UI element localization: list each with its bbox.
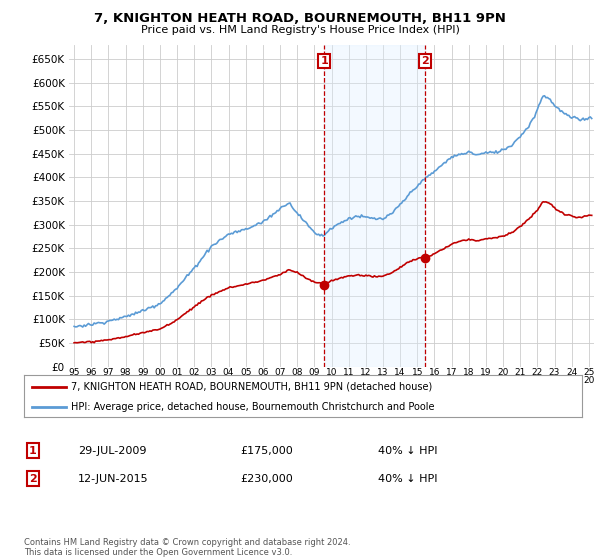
Text: 7, KNIGHTON HEATH ROAD, BOURNEMOUTH, BH11 9PN: 7, KNIGHTON HEATH ROAD, BOURNEMOUTH, BH1… (94, 12, 506, 25)
Text: 1: 1 (29, 446, 37, 456)
Text: £230,000: £230,000 (240, 474, 293, 484)
Text: 12-JUN-2015: 12-JUN-2015 (78, 474, 149, 484)
Text: Price paid vs. HM Land Registry's House Price Index (HPI): Price paid vs. HM Land Registry's House … (140, 25, 460, 35)
Text: 40% ↓ HPI: 40% ↓ HPI (378, 446, 437, 456)
Text: 2: 2 (29, 474, 37, 484)
Text: HPI: Average price, detached house, Bournemouth Christchurch and Poole: HPI: Average price, detached house, Bour… (71, 402, 435, 412)
Text: 29-JUL-2009: 29-JUL-2009 (78, 446, 146, 456)
Text: 40% ↓ HPI: 40% ↓ HPI (378, 474, 437, 484)
Text: 1: 1 (320, 56, 328, 66)
Text: Contains HM Land Registry data © Crown copyright and database right 2024.
This d: Contains HM Land Registry data © Crown c… (24, 538, 350, 557)
Text: 2: 2 (421, 56, 429, 66)
Text: £175,000: £175,000 (240, 446, 293, 456)
Text: 7, KNIGHTON HEATH ROAD, BOURNEMOUTH, BH11 9PN (detached house): 7, KNIGHTON HEATH ROAD, BOURNEMOUTH, BH1… (71, 382, 433, 392)
Bar (324, 45, 425, 367)
